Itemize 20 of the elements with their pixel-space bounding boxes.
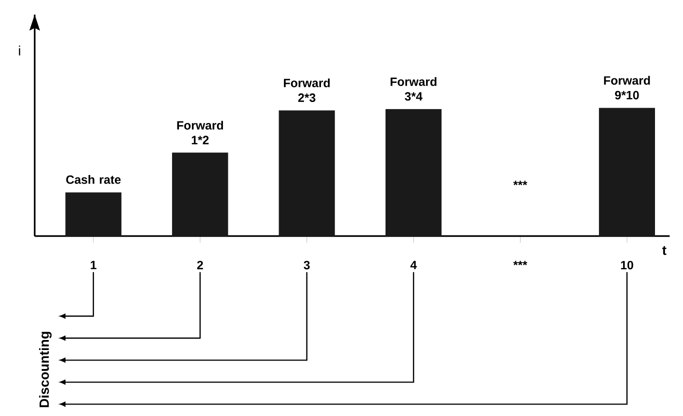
text: Forward 3*4 <box>390 77 436 101</box>
text: Forward 2*3 <box>284 78 330 102</box>
x-tick-label: 4 <box>410 260 417 269</box>
x-tick-label: 3 <box>304 260 310 270</box>
bar <box>386 109 442 236</box>
bar <box>172 152 228 236</box>
bar <box>598 108 655 236</box>
text: Forward 9*10 <box>604 76 650 100</box>
x-tick-label: 1 <box>90 260 96 269</box>
x-tick-label: 2 <box>197 260 203 270</box>
text: Discounting <box>39 332 52 408</box>
annotation: Forward 1*2 <box>177 120 223 144</box>
x-tick-label: 10 <box>621 260 634 270</box>
bar <box>65 192 122 236</box>
x-axis-title: t <box>662 246 666 255</box>
y-axis-title: i <box>18 46 20 56</box>
x-tick-label: *** <box>513 260 528 266</box>
bar <box>278 110 335 236</box>
annotation: *** <box>513 180 528 186</box>
annotation: Cash rate <box>66 174 121 184</box>
